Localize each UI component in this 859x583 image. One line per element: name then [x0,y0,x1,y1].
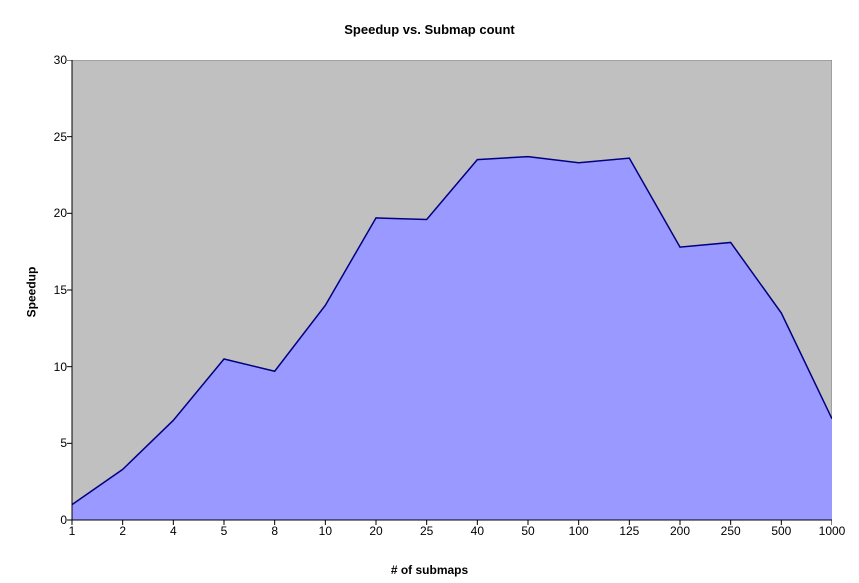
x-tick-label: 125 [619,524,639,538]
plot-svg [66,60,832,528]
y-tick-label: 30 [54,53,67,67]
plot-area [72,60,832,520]
x-tick-label: 4 [170,524,177,538]
x-tick-label: 50 [521,524,534,538]
x-tick-label: 40 [471,524,484,538]
x-tick-label: 20 [369,524,382,538]
x-axis-label: # of submaps [0,563,859,577]
x-tick-label: 1000 [819,524,846,538]
y-tick-label: 0 [60,513,67,527]
y-tick-label: 20 [54,206,67,220]
chart-container: Speedup vs. Submap count Speedup 0510152… [0,0,859,583]
x-tick-label: 25 [420,524,433,538]
chart-title: Speedup vs. Submap count [0,22,859,37]
x-tick-label: 10 [319,524,332,538]
x-tick-label: 2 [119,524,126,538]
x-tick-label: 500 [771,524,791,538]
y-tick-label: 10 [54,360,67,374]
x-tick-label: 8 [271,524,278,538]
x-tick-label: 250 [721,524,741,538]
y-tick-label: 5 [60,436,67,450]
x-tick-label: 5 [221,524,228,538]
x-tick-label: 200 [670,524,690,538]
y-tick-label: 15 [54,283,67,297]
x-tick-label: 1 [69,524,76,538]
y-axis-label: Speedup [24,266,38,317]
y-tick-label: 25 [54,130,67,144]
x-tick-label: 100 [569,524,589,538]
